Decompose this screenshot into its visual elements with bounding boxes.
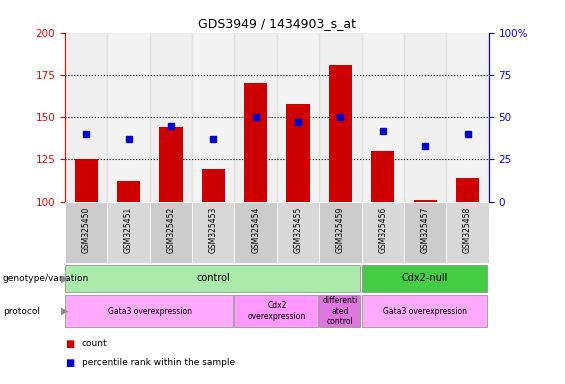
- Bar: [404, 33, 446, 202]
- Bar: [202, 169, 225, 202]
- Bar: [234, 33, 277, 202]
- Bar: [234, 296, 318, 326]
- Text: GSM325458: GSM325458: [463, 207, 472, 253]
- Title: GDS3949 / 1434903_s_at: GDS3949 / 1434903_s_at: [198, 17, 356, 30]
- Text: GSM325456: GSM325456: [379, 207, 387, 253]
- Bar: [150, 33, 192, 202]
- Bar: [107, 33, 150, 202]
- Bar: [319, 296, 360, 326]
- Text: Gata3 overexpression: Gata3 overexpression: [383, 306, 467, 316]
- Bar: [107, 202, 150, 263]
- Text: GSM325459: GSM325459: [336, 207, 345, 253]
- Text: GSM325451: GSM325451: [124, 207, 133, 253]
- Text: GSM325457: GSM325457: [421, 207, 429, 253]
- Text: Cdx2-null: Cdx2-null: [402, 273, 449, 283]
- Text: Cdx2
overexpression: Cdx2 overexpression: [247, 301, 306, 321]
- Text: GSM325455: GSM325455: [294, 207, 302, 253]
- Text: GSM325452: GSM325452: [167, 207, 175, 253]
- Bar: [192, 33, 234, 202]
- Bar: [75, 159, 98, 202]
- Bar: [277, 202, 319, 263]
- Text: GSM325454: GSM325454: [251, 207, 260, 253]
- Bar: [192, 202, 234, 263]
- Bar: [371, 151, 394, 202]
- Text: genotype/variation: genotype/variation: [3, 274, 89, 283]
- Bar: [446, 33, 489, 202]
- Bar: [362, 265, 488, 292]
- Bar: [117, 181, 140, 202]
- Text: GSM325450: GSM325450: [82, 207, 90, 253]
- Bar: [65, 33, 107, 202]
- Bar: [362, 296, 488, 326]
- Text: ▶: ▶: [61, 273, 68, 283]
- Bar: [362, 33, 404, 202]
- Bar: [277, 33, 319, 202]
- Bar: [65, 202, 107, 263]
- Text: differenti
ated
control: differenti ated control: [323, 296, 358, 326]
- Bar: [456, 178, 479, 202]
- Bar: [65, 296, 233, 326]
- Text: protocol: protocol: [3, 306, 40, 316]
- Bar: [414, 200, 437, 202]
- Bar: [319, 202, 362, 263]
- Text: ■: ■: [65, 339, 74, 349]
- Text: GSM325453: GSM325453: [209, 207, 218, 253]
- Bar: [362, 202, 404, 263]
- Text: Gata3 overexpression: Gata3 overexpression: [108, 306, 192, 316]
- Text: percentile rank within the sample: percentile rank within the sample: [82, 358, 235, 367]
- Bar: [244, 83, 267, 202]
- Bar: [286, 104, 310, 202]
- Bar: [404, 202, 446, 263]
- Text: control: control: [197, 273, 230, 283]
- Bar: [319, 33, 362, 202]
- Bar: [329, 65, 352, 202]
- Text: ■: ■: [65, 358, 74, 368]
- Text: ▶: ▶: [61, 306, 68, 316]
- Bar: [159, 127, 182, 202]
- Bar: [446, 202, 489, 263]
- Bar: [234, 202, 277, 263]
- Text: count: count: [82, 339, 107, 348]
- Bar: [150, 202, 192, 263]
- Bar: [65, 265, 360, 292]
